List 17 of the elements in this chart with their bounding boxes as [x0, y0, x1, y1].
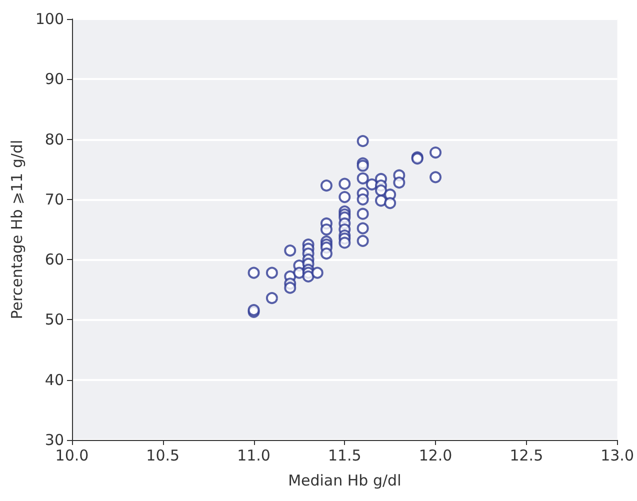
y-tick-label: 80: [44, 130, 64, 148]
y-tick-label: 50: [44, 310, 64, 329]
x-tick-label: 12.5: [510, 446, 544, 464]
y-tick-label: 40: [44, 370, 64, 389]
x-axis-title: Median Hb g/dl: [288, 472, 402, 490]
x-tick-label: 11.0: [237, 446, 270, 464]
x-tick-label: 11.5: [328, 446, 362, 464]
y-tick-label: 70: [44, 190, 64, 208]
x-tick-label: 10.0: [55, 446, 89, 464]
y-tick-label: 30: [44, 431, 64, 449]
y-tick-label: 60: [44, 250, 64, 269]
x-tick-label: 12.0: [418, 446, 452, 464]
x-tick-label: 10.5: [146, 446, 180, 464]
y-tick-label: 100: [35, 10, 64, 28]
y-tick-label: 90: [44, 70, 64, 88]
y-axis-title: Percentage Hb ⩾11 g/dl: [8, 140, 26, 320]
x-tick-label: 13.0: [600, 446, 634, 464]
